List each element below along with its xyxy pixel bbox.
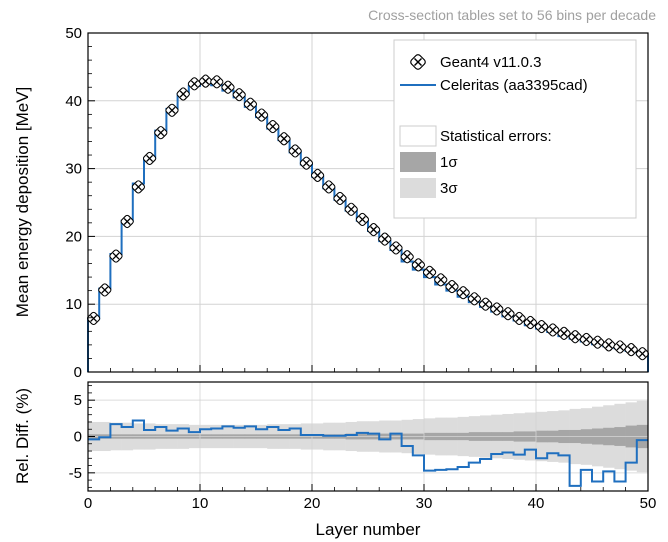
geant4-point [266,119,280,134]
geant4-point [109,249,123,263]
geant4-point [411,258,425,272]
x-tick-label: 0 [84,495,92,512]
main-y-tick-label: 10 [65,296,82,313]
geant4-point [120,214,134,229]
geant4-point [355,212,369,227]
geant4-point [165,103,179,117]
geant4-point [591,335,605,349]
geant4-point [344,202,358,216]
legend-geant4-marker [410,54,426,70]
geant4-point [456,286,470,300]
geant4-point [490,302,504,316]
main-y-axis-label: Mean energy deposition [MeV] [13,87,32,318]
geant4-point [210,75,224,89]
legend-errors-title: Statistical errors: [440,128,552,145]
geant4-point [434,273,448,287]
main-plot-frame [87,32,649,373]
geant4-point [378,232,392,246]
geant4-point [299,156,313,170]
geant4-point [221,80,235,94]
geant4-point [523,315,537,330]
diff-ticks: 0 10 20 30 40 50-505 [69,385,657,512]
main-data [87,74,649,372]
geant4-point [322,180,336,194]
relative-difference-plot: 0 10 20 30 40 50-505 Rel. Diff. (%) Layer num… [13,381,657,539]
geant4-point [333,191,347,206]
geant4-point [602,338,616,352]
geant4-point [243,97,257,111]
diff-y-tick-label: 0 [74,429,82,446]
diff-plot-frame [87,381,649,492]
diff-data [88,419,648,487]
x-tick-label: 10 [192,495,209,512]
main-y-tick-label: 20 [65,228,82,245]
geant4-point [277,132,291,146]
geant4-point [154,126,168,140]
legend: Geant4 v11.0.3 Celeritas (aa3395cad) Sta… [393,39,637,219]
geant4-point [512,311,526,326]
main-y-tick-label: 50 [65,25,82,42]
x-tick-label: 20 [304,495,321,512]
x-axis-label: Layer number [316,520,421,539]
x-tick-label: 50 [640,495,657,512]
geant4-point [87,311,101,326]
geant4-point [255,108,269,122]
legend-errors-swatch [399,125,437,147]
geant4-point [311,168,325,182]
legend-3sigma-swatch [400,178,436,198]
legend-celeritas-label: Celeritas (aa3395cad) [440,77,588,94]
geant4-point [546,323,560,337]
main-y-tick-label: 30 [65,161,82,178]
geant4-point [143,151,157,166]
geant4-point [501,307,515,321]
diff-y-tick-label: 5 [74,392,82,409]
geant4-point [176,87,190,101]
geant4-point [535,319,549,334]
geant4-point [445,279,459,294]
main-y-tick-label: 40 [65,93,82,110]
geant4-point [232,88,246,102]
diff-grid [87,382,649,491]
main-plot: 0 10 20 30 40 50 Mean energy deposition [MeV]… [13,25,649,381]
legend-1sigma-swatch [400,152,436,172]
geant4-point [624,343,638,357]
geant4-point [367,223,381,237]
geant4-point [98,283,112,297]
geant4-point [613,340,627,354]
diff-y-axis-label: Rel. Diff. (%) [13,388,32,484]
geant4-point [467,292,481,306]
geant4-point [568,330,582,344]
geant4-point [400,250,414,264]
geant4-point [131,180,145,194]
geant4-point [635,347,649,361]
x-tick-label: 30 [416,495,433,512]
geant4-point [199,74,213,88]
geant4-point [479,297,493,311]
geant4-point [288,144,302,158]
legend-1sigma-label: 1σ [440,154,458,171]
subtitle: Cross-section tables set to 56 bins per … [368,7,656,23]
legend-geant4-label: Geant4 v11.0.3 [440,54,541,71]
legend-3sigma-label: 3σ [440,180,458,197]
geant4-point [187,77,201,91]
geant4-point [579,332,593,347]
geant4-point [389,241,403,255]
diff-y-tick-label: -5 [69,465,82,482]
main-y-tick-label: 0 [74,364,82,381]
geant4-point [557,326,571,340]
geant4-point [423,265,437,279]
x-tick-label: 40 [528,495,545,512]
celeritas-rel-diff-line [88,419,648,487]
